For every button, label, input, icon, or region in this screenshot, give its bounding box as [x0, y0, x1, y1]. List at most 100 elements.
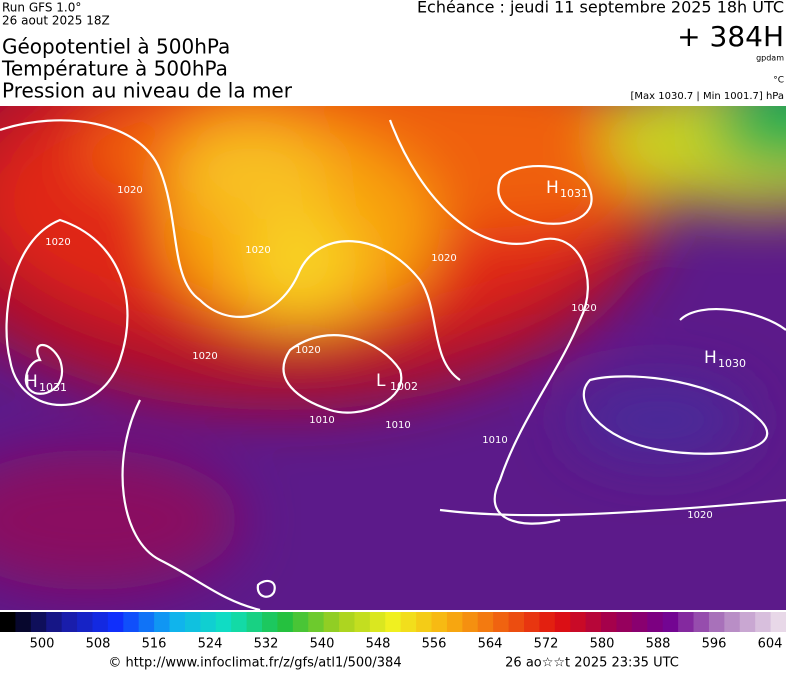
colorbar-swatch [539, 612, 556, 632]
colorbar-swatch [184, 612, 201, 632]
colorbar-swatch [169, 612, 186, 632]
center-value: 1031 [560, 187, 588, 200]
colorbar-swatch [601, 612, 617, 632]
colorbar-swatch [0, 612, 16, 632]
colorbar-swatch [138, 612, 155, 632]
colorbar-swatch [493, 612, 510, 632]
colorbar-label: 508 [86, 637, 111, 652]
colorbar-swatch [215, 612, 232, 632]
pressure-range: [Max 1030.7 | Min 1001.7] hPa [630, 91, 784, 102]
lead-time: + 384H [677, 20, 784, 53]
colorbar-swatch [739, 612, 756, 632]
colorbar-swatch [246, 612, 263, 632]
colorbar-label: 604 [758, 637, 783, 652]
colorbar-swatch [339, 612, 355, 632]
isobar-label: 1020 [245, 245, 270, 256]
isobar [497, 165, 593, 225]
colorbar-label: 524 [198, 637, 223, 652]
center-value: 1002 [390, 380, 418, 393]
colorbar-swatch [46, 612, 63, 632]
run-date: 26 aout 2025 18Z [2, 14, 110, 28]
colorbar-swatch [400, 612, 417, 632]
colorbar-label: 564 [478, 637, 503, 652]
isobar-label: 1010 [309, 415, 334, 426]
colorbar-swatch [662, 612, 679, 632]
isobar [439, 498, 786, 517]
colorbar-swatch [708, 612, 725, 632]
isobar [0, 119, 461, 381]
colorbar-swatch [385, 612, 402, 632]
colorbar-swatch [416, 612, 433, 632]
center-letter: H [25, 372, 38, 392]
colorbar-label: 596 [702, 637, 727, 652]
colorbar-swatch [462, 612, 479, 632]
colorbar-label: 532 [254, 637, 279, 652]
isobar [582, 375, 769, 455]
center-letter: H [704, 348, 717, 368]
colorbar-label: 580 [590, 637, 615, 652]
colorbar-swatch [277, 612, 294, 632]
colorbar-swatch [154, 612, 171, 632]
colorbar-swatch [431, 612, 448, 632]
colorbar-swatch [631, 612, 648, 632]
isobar-label: 1010 [385, 420, 410, 431]
title: Pression au niveau de la mer [2, 79, 293, 103]
colorbar-swatch [231, 612, 248, 632]
colorbar-swatch [123, 612, 140, 632]
colorbar-label: 500 [30, 637, 55, 652]
colorbar-swatch [693, 612, 710, 632]
isobar-label: 1020 [571, 303, 596, 314]
isobar-label: 1020 [431, 253, 456, 264]
isobar [256, 579, 276, 598]
colorbar-swatch [107, 612, 124, 632]
colorbar-swatch [15, 612, 32, 632]
isobar-label: 1020 [687, 510, 712, 521]
isobar-label: 1020 [295, 345, 320, 356]
colorbar-swatch [200, 612, 217, 632]
colorbar-swatch [292, 612, 309, 632]
colorbar-swatch [77, 612, 93, 632]
colorbar-swatch [755, 612, 772, 632]
colorbar-label: 588 [646, 637, 671, 652]
colorbar-label: 516 [142, 637, 167, 652]
colorbar-swatch [477, 612, 494, 632]
colorbar-label: 572 [534, 637, 559, 652]
colorbar-swatch [616, 612, 633, 632]
colorbar-label: 540 [310, 637, 335, 652]
isobar [388, 119, 589, 525]
colorbar-swatch [770, 612, 786, 632]
temperature-field [0, 106, 786, 590]
echeance: Echéance : jeudi 11 septembre 2025 18h U… [417, 0, 784, 17]
colorbar-swatch [92, 612, 109, 632]
colorbar-swatch [724, 612, 741, 632]
isobar [5, 218, 129, 406]
source-url: © http://www.infoclimat.fr/z/gfs/atl1/50… [108, 656, 401, 671]
colorbar-swatch [323, 612, 340, 632]
center-value: 1030 [718, 357, 746, 370]
colorbar-swatch [554, 612, 571, 632]
isobar [24, 344, 64, 395]
colorbar-swatch [354, 612, 371, 632]
colorbar-swatch [678, 612, 695, 632]
colorbar-swatch [508, 612, 525, 632]
colorbar-swatch [308, 612, 325, 632]
map: 1020 1020 1020 1020 1020 1020 1020 1010 1010 1010… [0, 106, 786, 610]
isobar-label: 1010 [482, 435, 507, 446]
isobar-labels: 1020 1020 1020 1020 1020 1020 1020 1010 1010 1010… [45, 185, 712, 521]
unit: °C [773, 76, 784, 86]
isobar-label: 1020 [192, 351, 217, 362]
title: Température à 500hPa [1, 57, 228, 81]
center-letter: H [546, 178, 559, 198]
colorbar-swatch [524, 612, 540, 632]
unit: gpdam [756, 54, 784, 63]
colorbar-swatch [61, 612, 78, 632]
run: Run GFS 1.0° [2, 1, 81, 15]
colorbar-swatch [570, 612, 587, 632]
colorbar-swatch [446, 612, 463, 632]
colorbar-label: 556 [422, 637, 447, 652]
colorbar-swatch [647, 612, 664, 632]
isobar-label: 1020 [45, 237, 70, 248]
center-letter: L [376, 371, 386, 391]
